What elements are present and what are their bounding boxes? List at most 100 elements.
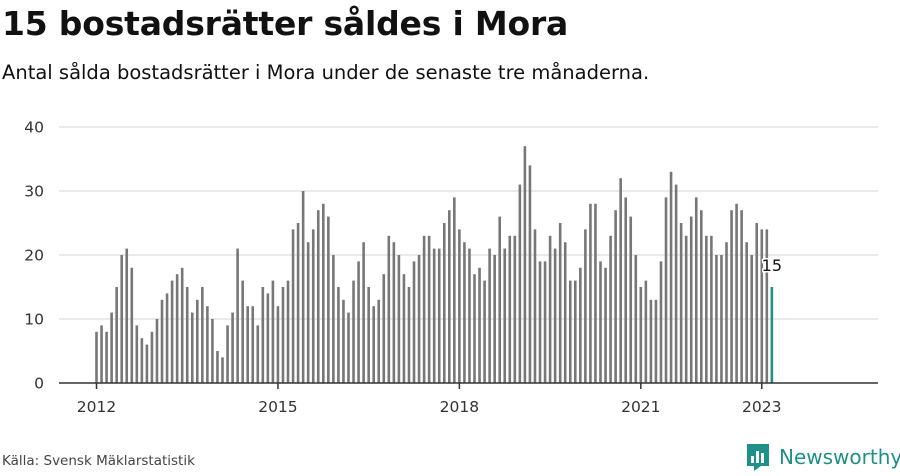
bar [130,267,134,383]
bar [710,235,713,383]
bar [740,210,743,383]
bar [523,146,527,383]
bar [246,306,249,383]
chart-subtitle: Antal sålda bostadsrätter i Mora under d… [2,61,650,84]
bar [296,223,300,383]
chart-title: 15 bostadsrätter såldes i Mora [2,4,569,43]
bar [669,171,673,383]
bar [135,325,139,383]
bar [95,331,98,383]
bar [664,197,668,383]
bar [649,299,653,383]
bar [463,242,466,383]
highlight-value-label: 15 [762,256,782,275]
bar [301,191,305,383]
bar [730,210,733,383]
y-axis-ticks: 0 10 20 30 40 [24,119,44,393]
bar [614,210,617,383]
bar [563,242,567,383]
bar [715,255,718,383]
bar [503,248,507,383]
bar [427,235,431,383]
bar [589,203,592,383]
bar [105,331,108,383]
bar [725,242,728,383]
bar [327,216,330,383]
bar [311,229,315,383]
bar [705,235,708,383]
bar [543,261,547,383]
bar [236,248,239,383]
bar [291,229,295,383]
bar [160,299,164,383]
bar [332,255,335,383]
bar [276,306,280,383]
bar [528,165,532,383]
bar [196,299,199,383]
bar [720,255,723,383]
bar [760,229,764,383]
bar [654,299,658,383]
newsworthy-logo-icon [745,442,771,472]
bar [639,287,643,383]
bar [448,210,451,383]
x-tick-label: 2012 [77,398,116,416]
bar [745,242,748,383]
bar [337,287,340,383]
bar [251,306,255,383]
bar [483,280,486,383]
bar [352,280,355,383]
bar [407,287,411,383]
bar [266,293,270,383]
x-tick-label: 2023 [742,398,781,416]
bar [558,223,562,383]
bar [634,255,638,383]
bar [125,248,129,383]
bar [735,203,738,383]
bar [357,261,360,383]
y-tick-label: 20 [24,247,44,265]
bar [377,299,381,383]
y-tick-label: 30 [24,183,44,201]
bar [206,306,209,383]
bar [115,287,118,383]
bar [150,331,154,383]
bar [382,274,386,383]
x-axis: 2012 2015 2018 2021 2023 [59,382,878,416]
bar [604,267,607,383]
bar [453,197,456,383]
y-tick-label: 0 [34,375,44,393]
bar [659,261,663,383]
bar [574,280,577,383]
bar [140,338,144,383]
bar [226,325,229,383]
bar [473,274,476,383]
x-tick-label: 2015 [258,398,297,416]
bar [508,235,512,383]
bar [619,178,622,383]
bar [211,319,214,383]
bar [322,203,325,383]
bar [594,203,597,383]
bar [568,280,572,383]
bar [422,235,426,383]
bar [190,312,194,383]
brand-logo[interactable]: Newsworthy [745,441,900,473]
bar [367,287,370,383]
source-credit: Källa: Svensk Mäklarstatistik [2,453,195,469]
bar [241,280,244,383]
bar [402,274,406,383]
bar [362,242,365,383]
bar [412,261,416,383]
bar [397,255,401,383]
bar [674,184,678,383]
bar [281,287,285,383]
x-tick-label: 2021 [621,398,660,416]
bar [579,267,582,383]
bar [155,319,159,383]
bar-highlight [770,287,774,383]
bar [584,229,587,383]
bar [170,280,174,383]
bar [216,351,219,383]
bar [342,299,345,383]
